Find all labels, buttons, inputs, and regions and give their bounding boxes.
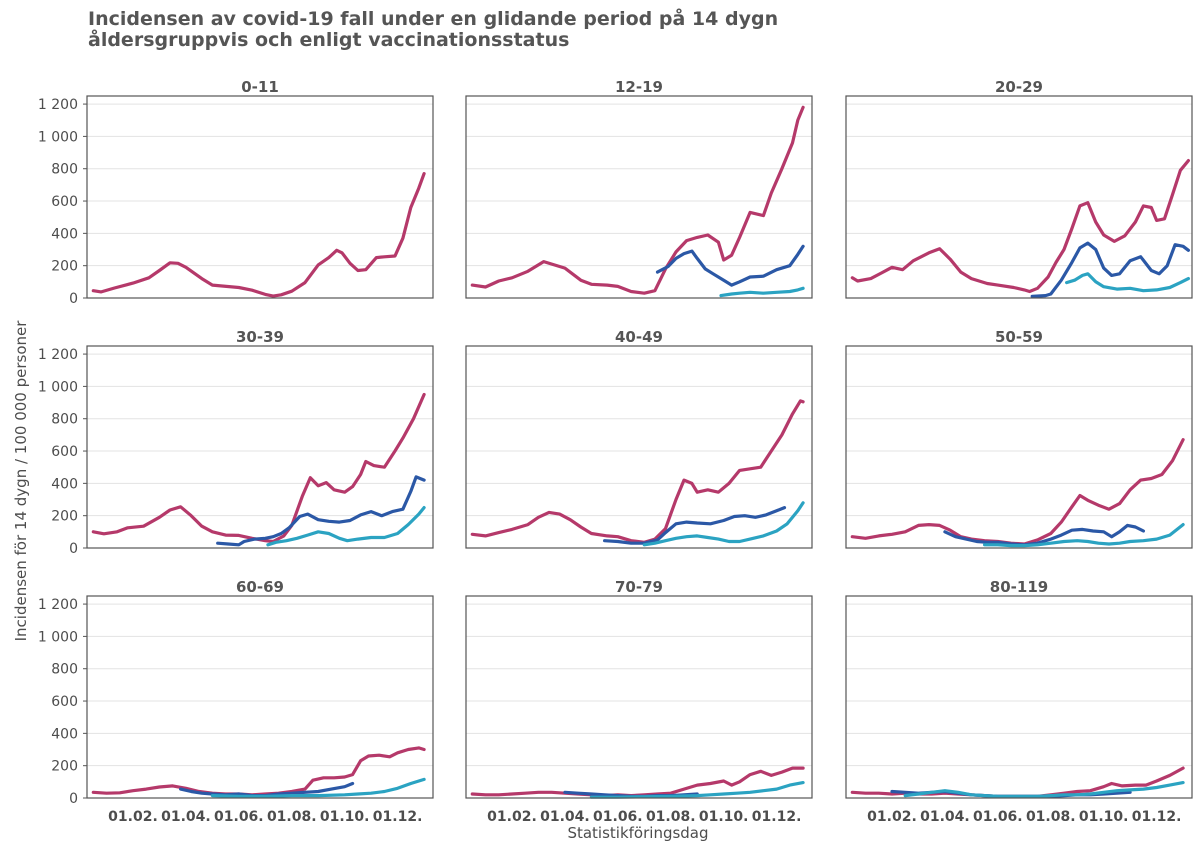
panel-40-49: 40-49 xyxy=(465,328,813,549)
y-tick-label: 600 xyxy=(51,694,78,710)
panel-border xyxy=(465,595,813,799)
panel-80-119: 80-119 01.02. 01.04. 01.06. 01.08. 01.10. 01.1… xyxy=(845,578,1193,825)
x-tick-label: 01.02. xyxy=(487,809,537,825)
series-line-magenta xyxy=(91,392,426,544)
y-tick-label: 600 xyxy=(51,194,78,210)
panel-title: 12-19 xyxy=(615,78,663,96)
y-tick-label: 400 xyxy=(51,476,78,492)
series-line-magenta xyxy=(850,159,1190,294)
series-line-magenta xyxy=(850,438,1185,546)
panel-title: 20-29 xyxy=(995,78,1043,96)
y-tick-label: 1 000 xyxy=(38,629,78,645)
panel-60-69: 60-69 0 200 400 600 800 1 000 1 200 01.02. 01.04.… xyxy=(38,578,434,825)
x-tick-label: 01.04. xyxy=(161,809,211,825)
y-tick-label: 400 xyxy=(51,226,78,242)
panel-12-19: 12-19 xyxy=(465,78,813,299)
panel-0-11: 0-11 0 200 400 600 800 1 000 1 200 xyxy=(38,78,434,307)
x-tick-label: 01.06. xyxy=(214,809,264,825)
y-tick-label: 200 xyxy=(51,259,78,275)
x-tick-label: 01.08. xyxy=(646,809,696,825)
panel-border xyxy=(845,345,1193,549)
series-line-blue xyxy=(603,506,787,545)
panel-20-29: 20-29 xyxy=(845,78,1193,299)
y-tick-label: 800 xyxy=(51,662,78,678)
x-tick-label: 01.02. xyxy=(108,809,158,825)
x-tick-label: 01.08. xyxy=(1026,809,1076,825)
x-tick-label: 01.02. xyxy=(867,809,917,825)
y-tick-label: 1 000 xyxy=(38,379,78,395)
panel-border xyxy=(86,595,434,799)
panel-title: 50-59 xyxy=(995,328,1043,346)
x-tick-label: 01.12. xyxy=(1132,809,1182,825)
series-line-cyan xyxy=(983,523,1185,548)
y-tick-label: 200 xyxy=(51,509,78,525)
chart-title: Incidensen av covid-19 fall under en gli… xyxy=(88,9,778,51)
x-tick-label: 01.12. xyxy=(752,809,802,825)
panel-border xyxy=(86,95,434,299)
series-line-blue xyxy=(1030,241,1190,298)
panel-30-39: 30-39 0 200 400 600 800 1 000 1 200 xyxy=(38,328,434,557)
series-line-cyan xyxy=(210,777,426,798)
chart-title-line-2: åldersgruppvis och enligt vaccinationsst… xyxy=(88,29,570,51)
y-tick-label: 800 xyxy=(51,162,78,178)
series-line-cyan xyxy=(719,286,805,298)
series-line-cyan xyxy=(266,506,426,547)
x-tick-label: 01.06. xyxy=(973,809,1023,825)
series-line-cyan xyxy=(1065,272,1190,293)
panel-title: 0-11 xyxy=(241,78,279,96)
y-tick-label: 0 xyxy=(69,541,78,557)
panel-title: 40-49 xyxy=(615,328,663,346)
y-tick-label: 1 000 xyxy=(38,129,78,145)
y-tick-label: 600 xyxy=(51,444,78,460)
panel-title: 60-69 xyxy=(236,578,284,596)
y-tick-label: 1 200 xyxy=(38,597,78,613)
series-line-blue xyxy=(943,523,1145,547)
panel-title: 30-39 xyxy=(236,328,284,346)
x-tick-label: 01.10. xyxy=(699,809,749,825)
x-tick-label: 01.10. xyxy=(320,809,370,825)
x-tick-label: 01.10. xyxy=(1079,809,1129,825)
panel-70-79: 70-79 01.02. 01.04. 01.06. 01.08. 01.10. 01.12… xyxy=(465,578,813,825)
y-tick-label: 0 xyxy=(69,291,78,307)
panel-border xyxy=(465,95,813,299)
panel-border xyxy=(845,595,1193,799)
series-line-cyan xyxy=(642,501,805,547)
x-tick-label: 01.12. xyxy=(373,809,423,825)
panel-border xyxy=(845,95,1193,299)
panel-50-59: 50-59 xyxy=(845,328,1193,549)
y-axis-label: Incidensen för 14 dygn / 100 000 persone… xyxy=(12,320,30,642)
y-tick-label: 800 xyxy=(51,412,78,428)
panel-title: 70-79 xyxy=(615,578,663,596)
y-tick-label: 1 200 xyxy=(38,347,78,363)
x-tick-label: 01.08. xyxy=(267,809,317,825)
series-line-magenta xyxy=(470,399,805,544)
chart-title-line-1: Incidensen av covid-19 fall under en gli… xyxy=(88,8,779,30)
y-tick-label: 400 xyxy=(51,726,78,742)
x-axis-label: Statistikföringsdag xyxy=(567,824,708,842)
series-line-cyan xyxy=(589,781,805,799)
panel-title: 80-119 xyxy=(990,578,1048,596)
x-tick-label: 01.04. xyxy=(920,809,970,825)
series-line-cyan xyxy=(903,781,1185,798)
panel-border xyxy=(86,345,434,549)
y-tick-label: 0 xyxy=(69,791,78,807)
series-line-magenta xyxy=(91,746,426,797)
series-line-blue xyxy=(655,244,805,287)
series-line-magenta xyxy=(91,172,426,298)
x-tick-label: 01.06. xyxy=(593,809,643,825)
series-line-blue xyxy=(216,475,426,547)
y-tick-label: 200 xyxy=(51,759,78,775)
x-tick-label: 01.04. xyxy=(540,809,590,825)
y-tick-label: 1 200 xyxy=(38,97,78,113)
panel-border xyxy=(465,345,813,549)
